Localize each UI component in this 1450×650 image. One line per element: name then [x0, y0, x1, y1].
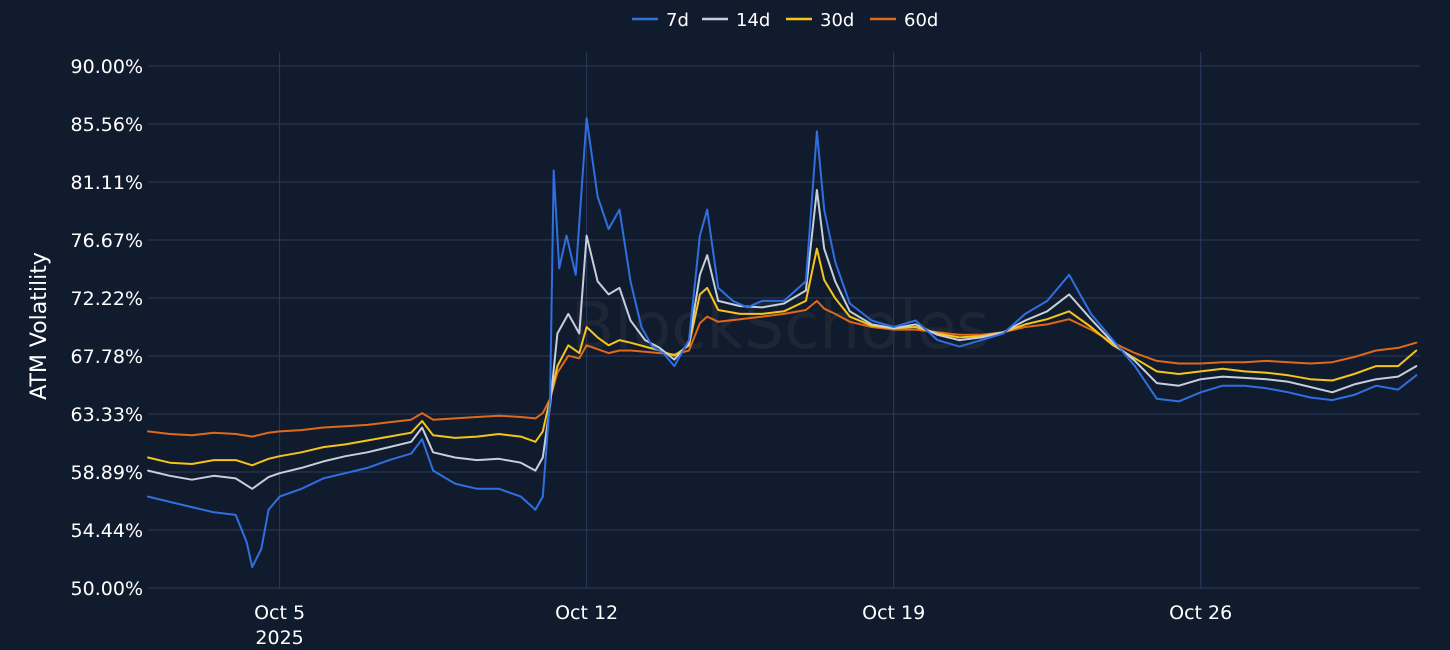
legend-item-60d[interactable]: 60d — [870, 10, 938, 31]
x-tick-sublabel: 2025 — [255, 627, 303, 649]
x-tick-label: Oct 19 — [862, 602, 925, 624]
grid-lines — [148, 52, 1420, 589]
y-tick-label: 81.11% — [71, 172, 143, 194]
legend-item-14d[interactable]: 14d — [702, 10, 770, 31]
y-tick-label: 72.22% — [71, 288, 143, 310]
series-line-60d — [147, 299, 1418, 438]
series-line-30d — [147, 247, 1418, 467]
series-line-7d — [147, 117, 1418, 569]
x-axis-ticks: Oct 5 2025 Oct 12 Oct 19 Oct 26 — [254, 602, 1232, 649]
x-tick-label: Oct 5 — [254, 602, 305, 624]
legend[interactable]: 7d 14d 30d 60d — [632, 10, 938, 31]
series-line-14d — [147, 189, 1418, 490]
legend-item-30d[interactable]: 30d — [786, 10, 854, 31]
y-tick-label: 90.00% — [71, 56, 143, 78]
x-tick-label: Oct 26 — [1169, 602, 1232, 624]
y-tick-label: 50.00% — [71, 578, 143, 600]
series-lines — [147, 117, 1418, 569]
y-axis-title: ATM Volatility — [27, 252, 52, 400]
y-tick-label: 76.67% — [71, 230, 143, 252]
legend-label: 60d — [904, 10, 938, 31]
legend-label: 14d — [736, 10, 770, 31]
y-tick-label: 54.44% — [71, 520, 143, 542]
legend-item-7d[interactable]: 7d — [632, 10, 689, 31]
y-axis-ticks: 50.00% 54.44% 58.89% 63.33% 67.78% 72.22% 76.6… — [71, 56, 143, 600]
legend-label: 7d — [666, 10, 689, 31]
legend-label: 30d — [820, 10, 854, 31]
y-tick-label: 85.56% — [71, 114, 143, 136]
y-tick-label: 63.33% — [71, 404, 143, 426]
x-tick-label: Oct 12 — [555, 602, 618, 624]
y-tick-label: 67.78% — [71, 346, 143, 368]
y-tick-label: 58.89% — [71, 462, 143, 484]
